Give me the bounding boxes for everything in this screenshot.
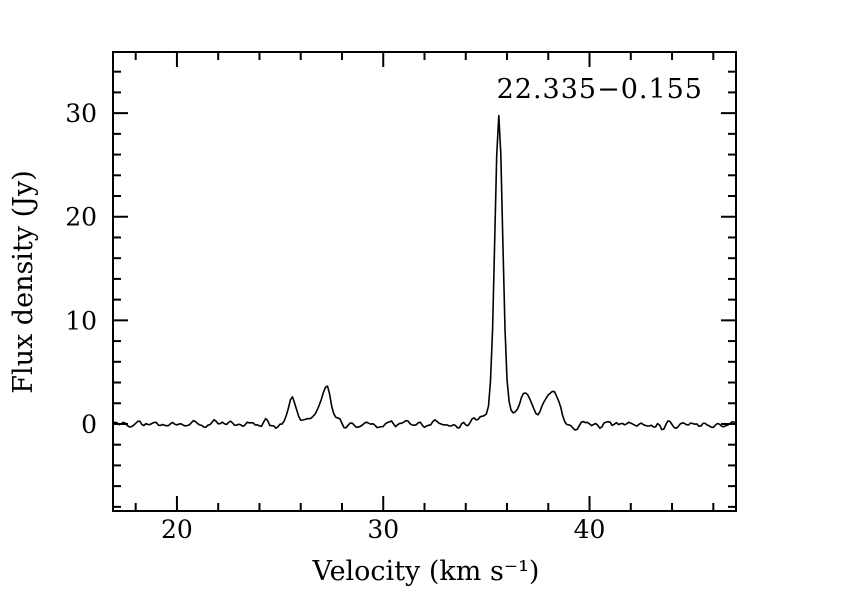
x-tick-label: 30 bbox=[367, 515, 399, 544]
x-tick-label: 40 bbox=[574, 515, 606, 544]
plot-frame bbox=[112, 51, 737, 512]
source-name-label: 22.335−0.155 bbox=[497, 74, 703, 105]
x-tick-label: 20 bbox=[161, 515, 193, 544]
y-tick-label: 30 bbox=[65, 99, 97, 128]
y-tick-label: 10 bbox=[65, 306, 97, 335]
x-axis-title: Velocity (km s⁻¹) bbox=[312, 556, 540, 587]
axis-ticks bbox=[113, 52, 736, 511]
spectrum-line bbox=[112, 114, 737, 431]
y-tick-label: 20 bbox=[65, 203, 97, 232]
y-tick-label: 0 bbox=[81, 410, 97, 439]
axis-tick-labels: 20 30 40 0 10 20 30 bbox=[65, 99, 605, 544]
y-axis-title: Flux density (Jy) bbox=[8, 170, 39, 394]
